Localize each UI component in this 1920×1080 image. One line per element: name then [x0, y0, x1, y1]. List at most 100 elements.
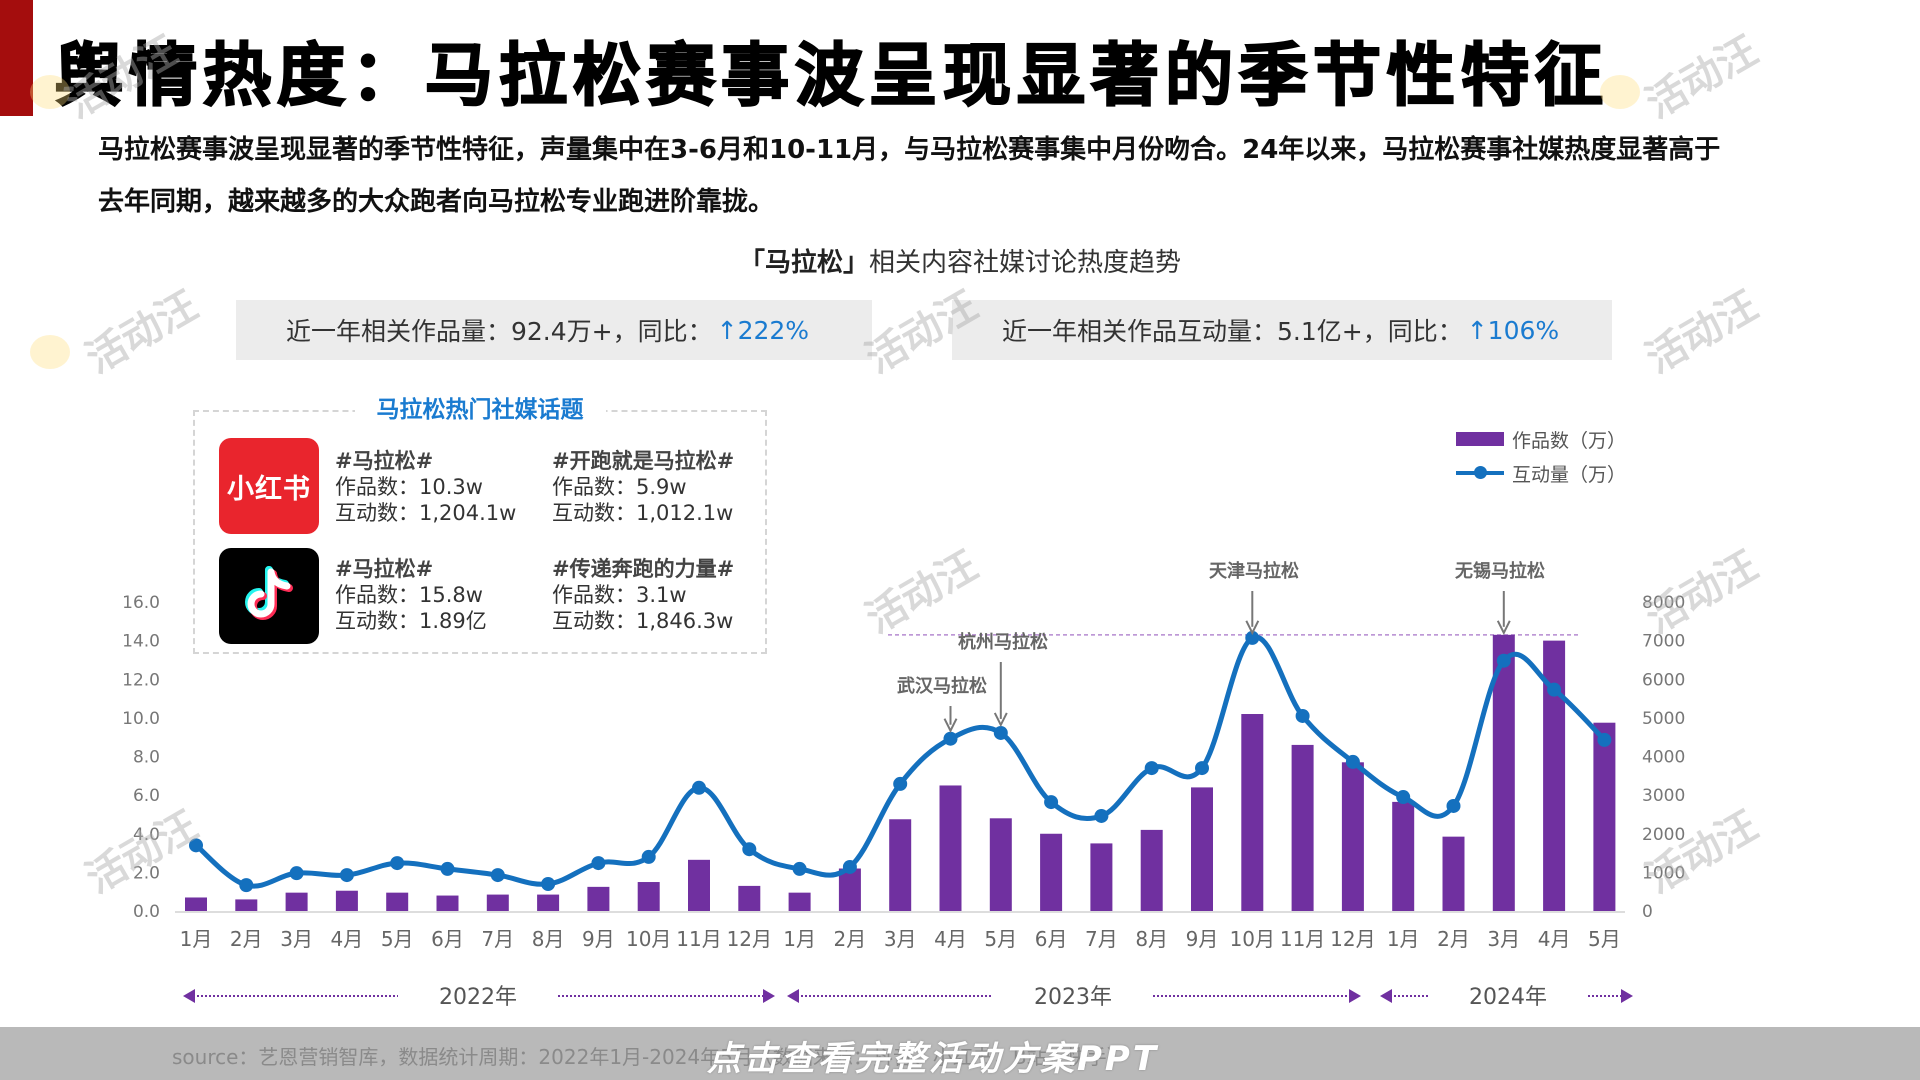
- chart-title-rest: 相关内容社媒讨论热度趋势: [869, 248, 1182, 278]
- x-tick-month: 5月: [984, 927, 1017, 951]
- x-tick-month: 12月: [1330, 927, 1375, 951]
- bar: [386, 892, 409, 911]
- line-point: [339, 868, 354, 883]
- y-right-tick: 1000: [1642, 863, 1685, 883]
- footer-bar: source：艺恩营销智库，数据统计周期：2022年1月-2024年5月（数据来…: [0, 1027, 1920, 1080]
- line-point: [1044, 795, 1059, 810]
- y-right-tick: 4000: [1642, 748, 1685, 768]
- topic-interactions: 互动数：1.89亿: [335, 609, 487, 633]
- y-left-tick: 2.0: [133, 863, 160, 883]
- line-point: [792, 861, 807, 876]
- x-tick-month: 3月: [1487, 927, 1520, 951]
- line-point: [490, 868, 505, 883]
- bar: [285, 892, 308, 911]
- topic-works: 作品数：3.1w: [552, 583, 687, 607]
- bar: [738, 885, 761, 911]
- x-tick-month: 2月: [1437, 927, 1470, 951]
- line-point: [1396, 790, 1411, 805]
- topic-douyin-2: #传递奔跑的力量# 作品数：3.1w 互动数：1,846.3w: [552, 556, 734, 634]
- y-left-tick: 12.0: [122, 670, 160, 690]
- stat-label: 近一年相关作品互动量：5.1亿+，同比：: [1002, 317, 1463, 346]
- bar: [1392, 801, 1415, 911]
- x-tick-month: 9月: [582, 927, 615, 951]
- x-tick-month: 1月: [1387, 927, 1420, 951]
- y-left-tick: 6.0: [133, 786, 160, 806]
- stat-growth-value: ↑106%: [1466, 315, 1560, 345]
- x-tick-month: 8月: [532, 927, 565, 951]
- line-point: [1295, 708, 1310, 723]
- arrow-head-icon: [1496, 620, 1511, 636]
- legend-item-works: 作品数（万）: [1456, 422, 1626, 456]
- bar: [1341, 762, 1364, 911]
- topic-tag: #马拉松#: [335, 449, 434, 473]
- x-tick-month: 3月: [280, 927, 313, 951]
- legend-item-interactions: 互动量（万）: [1456, 456, 1626, 490]
- line-point: [1345, 754, 1360, 769]
- event-annotation: 武汉马拉松: [897, 675, 987, 697]
- bar: [1593, 722, 1616, 911]
- legend-label: 互动量（万）: [1512, 463, 1627, 486]
- bar: [688, 859, 710, 911]
- x-tick-month: 6月: [431, 927, 464, 951]
- year-label: 2022年: [439, 985, 517, 1010]
- line-point: [993, 725, 1008, 740]
- bar: [1090, 843, 1113, 911]
- bar: [788, 892, 811, 911]
- legend-label: 作品数（万）: [1512, 429, 1627, 452]
- x-tick-month: 2月: [230, 927, 263, 951]
- x-tick-month: 4月: [331, 927, 364, 951]
- bar: [235, 899, 258, 911]
- x-tick-month: 1月: [180, 927, 213, 951]
- bar: [1492, 634, 1515, 911]
- stat-label: 近一年相关作品量：92.4万+，同比：: [286, 317, 713, 346]
- x-tick-month: 8月: [1135, 927, 1168, 951]
- view-full-ppt-link[interactable]: 点击查看完整活动方案PPT: [707, 1039, 1160, 1079]
- line-point: [390, 856, 405, 871]
- line-point: [289, 866, 304, 881]
- line-point: [893, 776, 908, 791]
- bar: [1241, 714, 1264, 911]
- arrow-right-icon: [763, 989, 775, 1003]
- summary-text: 马拉松赛事波呈现显著的季节性特征，声量集中在3-6月和10-11月，与马拉松赛事…: [98, 135, 1721, 217]
- topic-tag: #传递奔跑的力量#: [552, 557, 735, 581]
- y-right-tick: 0: [1642, 902, 1653, 922]
- y-right-tick: 2000: [1642, 825, 1685, 845]
- line-point: [1496, 653, 1511, 668]
- x-tick-month: 2月: [834, 927, 867, 951]
- x-tick-month: 11月: [1280, 927, 1325, 951]
- line-point: [1195, 761, 1209, 776]
- y-left-tick: 8.0: [133, 748, 160, 768]
- bar: [185, 897, 207, 911]
- arrow-head-icon: [943, 718, 958, 733]
- x-tick-month: 7月: [1085, 927, 1118, 951]
- line-point: [239, 878, 254, 893]
- arrow-left-icon: [787, 989, 799, 1003]
- arrow-right-icon: [1349, 989, 1361, 1003]
- topic-works: 作品数：5.9w: [552, 475, 687, 499]
- topic-interactions: 互动数：1,204.1w: [335, 501, 517, 525]
- x-tick-month: 4月: [934, 927, 967, 951]
- bar: [637, 882, 660, 911]
- x-tick-month: 12月: [727, 927, 772, 951]
- line-point: [1144, 761, 1159, 776]
- topic-xhs-1: #马拉松# 作品数：10.3w 互动数：1,204.1w: [335, 448, 516, 526]
- topic-interactions: 互动数：1,846.3w: [552, 609, 734, 633]
- topic-douyin-1: #马拉松# 作品数：15.8w 互动数：1.89亿: [335, 556, 487, 634]
- y-left-tick: 4.0: [133, 825, 160, 845]
- hot-topics-title: 马拉松热门社媒话题: [354, 397, 606, 423]
- y-right-tick: 8000: [1642, 593, 1685, 613]
- x-tick-month: 5月: [1588, 927, 1621, 951]
- combo-chart: 0.0 2.0 4.0 6.0 8.0 10.0 12.0 14.0 16.0 0 1000 2000…: [122, 560, 1685, 1010]
- y-left-tick: 16.0: [122, 593, 160, 613]
- stat-growth-value: ↑222%: [716, 315, 810, 345]
- y-right-tick: 6000: [1642, 670, 1685, 690]
- line-point: [440, 861, 455, 876]
- line-point: [742, 842, 757, 857]
- event-annotation: 天津马拉松: [1209, 560, 1299, 582]
- topic-works: 作品数：10.3w: [335, 475, 483, 499]
- source-note: source：艺恩营销智库，数据统计周期：2022年1月-2024年5月（数据来…: [172, 1045, 1127, 1069]
- line-point: [541, 876, 556, 891]
- arrow-right-icon: [1621, 989, 1633, 1003]
- bar: [1140, 829, 1163, 911]
- topic-interactions: 互动数：1,012.1w: [552, 501, 734, 525]
